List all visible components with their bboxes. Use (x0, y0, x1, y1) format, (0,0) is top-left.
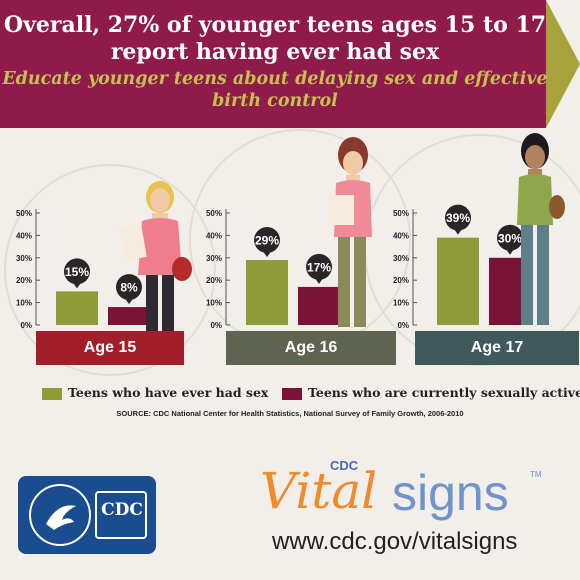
legend-swatch-ever (42, 388, 62, 400)
y-tick-label: 50% (393, 209, 409, 218)
vitalsigns-vital: Vital (260, 462, 378, 520)
vitalsigns-tm: TM (530, 470, 542, 479)
age-16-label: Age 16 (226, 331, 396, 365)
y-tick-label: 10% (206, 299, 222, 308)
bar-currently-active (298, 286, 340, 325)
y-tick-label: 10% (16, 299, 32, 308)
callout-bubble (306, 253, 332, 280)
chart-age-15: 0% 10% 20% 30% 40% 50% 15% 8% (16, 209, 150, 330)
headline: Overall, 27% of younger teens ages 15 to… (3, 12, 547, 65)
y-tick-label: 40% (393, 231, 409, 240)
vitalsigns-cdc-label: CDC (330, 458, 359, 473)
subline: Educate younger teens about delaying sex… (2, 69, 548, 111)
chart-panel-age-17: 0% 10% 20% 30% 40% 50% 39% 30% Age 17 (385, 133, 580, 375)
y-tick-label: 30% (16, 254, 32, 263)
bar-ever-had-sex (56, 291, 98, 325)
y-tick-label: 20% (206, 276, 222, 285)
vitalsigns-url[interactable]: www.cdc.gov/vitalsigns (272, 528, 518, 555)
teen-figure-16 (328, 137, 372, 327)
y-tick-label: 0% (397, 321, 409, 330)
age-15-label: Age 15 (36, 331, 184, 365)
header-banner: Overall, 27% of younger teens ages 15 to… (0, 0, 580, 128)
callout-bubble (497, 224, 523, 251)
chart-panel-age-16: 0% 10% 20% 30% 40% 50% 29% 17% Age 16 (198, 137, 398, 375)
callout-bubble (254, 227, 280, 254)
y-tick-label: 0% (20, 321, 32, 330)
y-tick-label: 30% (393, 254, 409, 263)
data-label: 17% (307, 260, 331, 274)
legend-label-current: Teens who are currently sexually active (308, 385, 580, 400)
y-tick-label: 30% (206, 254, 222, 263)
bar-ever-had-sex (437, 237, 479, 325)
chart-panel-age-15: 0% 10% 20% 30% 40% 50% 15% 8% Age 15 (0, 181, 200, 375)
data-label: 15% (65, 265, 89, 279)
y-tick-label: 40% (206, 231, 222, 240)
cdc-logo-text: CDC (101, 500, 143, 520)
data-label: 30% (498, 231, 522, 245)
y-tick-label: 40% (16, 231, 32, 240)
y-tick-label: 50% (206, 209, 222, 218)
teen-figure-15 (119, 181, 192, 339)
callout-bubble (116, 274, 142, 301)
y-tick-label: 50% (16, 209, 32, 218)
bar-currently-active (108, 307, 150, 325)
vitalsigns-logo: CDC Vital signs TM (260, 450, 560, 530)
callout-bubble (445, 204, 471, 231)
hhs-cdc-logo: CDC (18, 476, 156, 554)
data-label: 8% (120, 281, 138, 295)
age-17-label: Age 17 (415, 331, 579, 365)
y-tick-label: 0% (210, 321, 222, 330)
legend-label-ever: Teens who have ever had sex (68, 385, 269, 400)
callout-bubble (64, 258, 90, 285)
y-tick-label: 20% (393, 276, 409, 285)
source-note: SOURCE: CDC National Center for Health S… (116, 409, 464, 418)
teen-figure-17 (517, 133, 565, 325)
legend-swatch-current (282, 388, 302, 400)
vitalsigns-signs: signs (392, 465, 509, 521)
data-label: 29% (255, 234, 279, 248)
bar-ever-had-sex (246, 260, 288, 325)
chart-legend: Teens who have ever had sex Teens who ar… (0, 384, 580, 404)
y-tick-label: 20% (16, 276, 32, 285)
data-label: 39% (446, 211, 470, 225)
y-tick-label: 10% (393, 299, 409, 308)
chart-age-16: 0% 10% 20% 30% 40% 50% 29% 17% (206, 209, 340, 330)
hhs-eagle-icon (29, 484, 147, 546)
